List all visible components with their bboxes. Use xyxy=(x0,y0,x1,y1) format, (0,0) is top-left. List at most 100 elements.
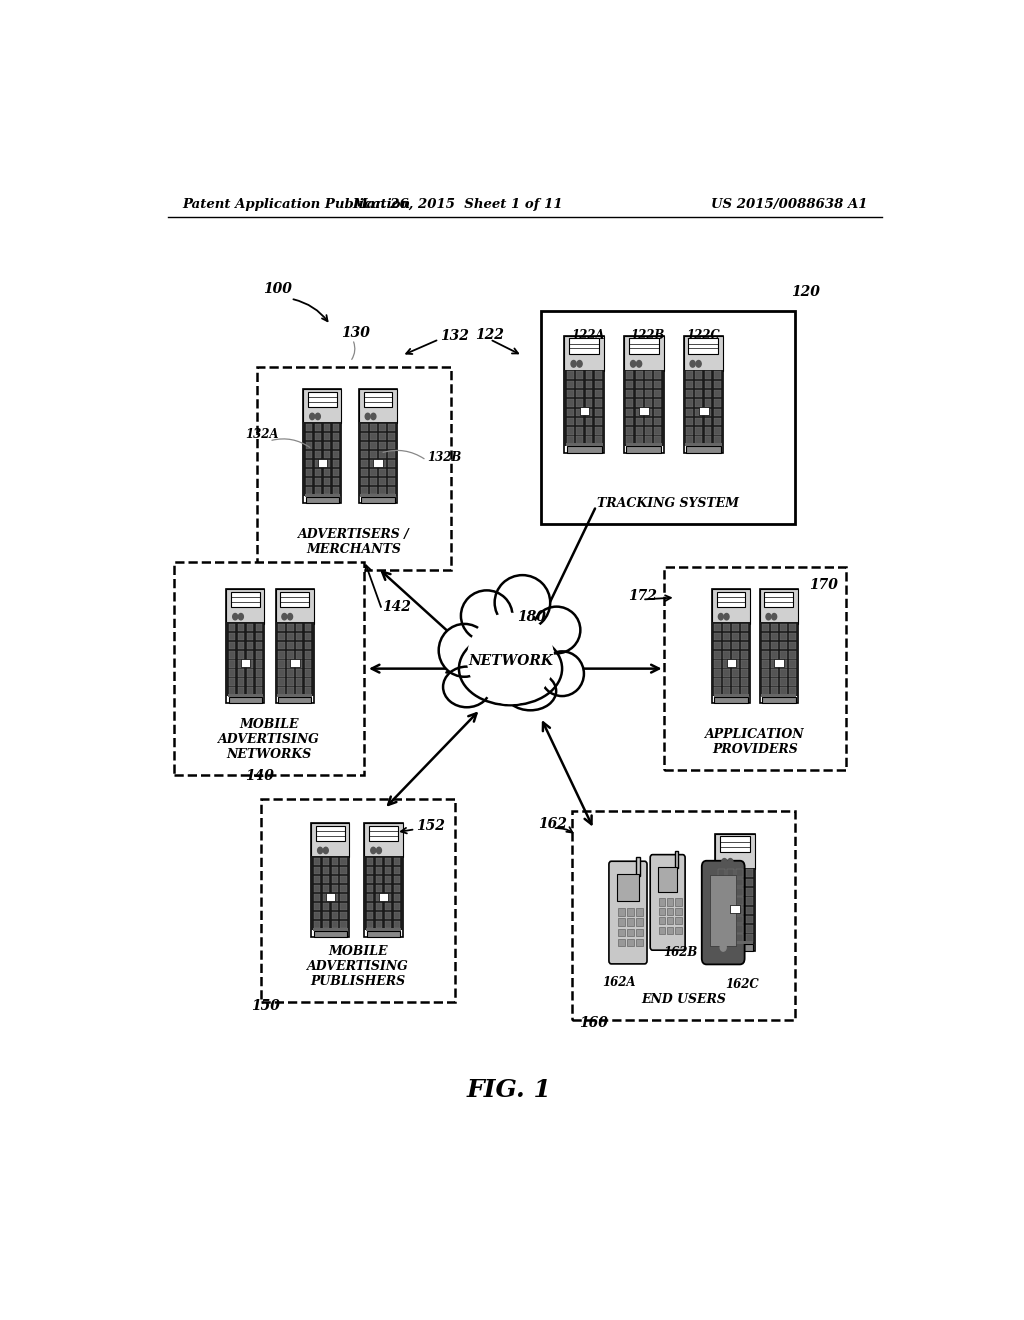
Bar xyxy=(393,858,400,865)
Bar xyxy=(745,916,753,924)
Bar xyxy=(314,459,322,467)
Bar xyxy=(228,694,263,697)
Bar xyxy=(636,408,643,416)
Bar xyxy=(313,931,347,937)
Ellipse shape xyxy=(467,612,554,704)
Bar xyxy=(718,907,725,913)
Bar xyxy=(564,335,604,453)
Bar xyxy=(636,908,643,916)
Bar xyxy=(333,433,339,440)
Bar xyxy=(388,424,394,432)
Bar xyxy=(627,408,633,416)
Bar xyxy=(745,870,753,876)
Bar xyxy=(695,389,702,397)
Circle shape xyxy=(282,614,287,620)
Bar xyxy=(238,660,245,668)
Bar xyxy=(306,469,312,477)
Bar xyxy=(705,399,712,407)
Bar xyxy=(636,428,643,434)
Bar xyxy=(595,437,602,444)
Bar xyxy=(617,919,626,927)
Bar xyxy=(654,408,662,416)
Bar xyxy=(636,418,643,425)
Bar xyxy=(326,892,335,900)
Bar xyxy=(723,651,730,659)
Bar xyxy=(760,589,798,704)
Bar xyxy=(308,392,337,407)
Bar xyxy=(228,642,236,649)
Bar xyxy=(388,433,394,440)
Bar xyxy=(686,380,693,388)
Bar xyxy=(664,568,846,771)
Bar xyxy=(247,660,253,668)
Bar xyxy=(627,919,634,927)
Bar xyxy=(370,487,377,495)
Bar xyxy=(627,389,633,397)
Bar xyxy=(314,469,322,477)
Bar xyxy=(686,446,721,453)
Ellipse shape xyxy=(461,590,512,642)
Bar xyxy=(627,928,634,936)
Bar xyxy=(314,487,322,495)
Bar xyxy=(727,935,734,942)
Bar xyxy=(627,939,634,946)
Bar xyxy=(771,688,777,694)
Bar xyxy=(595,408,602,416)
Bar xyxy=(238,688,245,694)
Bar xyxy=(645,437,652,444)
Bar xyxy=(654,418,662,425)
Bar xyxy=(278,678,285,685)
Bar xyxy=(727,925,734,933)
Bar xyxy=(256,651,262,659)
Bar xyxy=(332,912,338,920)
Bar xyxy=(388,487,394,495)
Bar xyxy=(256,642,262,649)
Bar xyxy=(567,428,573,434)
Bar xyxy=(324,451,331,458)
Bar xyxy=(313,867,321,874)
Text: Patent Application Publication: Patent Application Publication xyxy=(182,198,410,211)
Bar xyxy=(686,371,693,379)
Bar xyxy=(393,921,400,928)
Bar xyxy=(654,437,662,444)
Bar xyxy=(393,912,400,920)
Bar xyxy=(569,338,599,354)
FancyBboxPatch shape xyxy=(650,854,685,950)
Bar xyxy=(306,442,312,449)
Bar xyxy=(745,879,753,886)
Bar xyxy=(567,437,573,444)
Bar xyxy=(228,697,262,704)
Bar xyxy=(586,399,593,407)
Bar xyxy=(636,939,643,946)
Bar xyxy=(723,688,730,694)
Bar xyxy=(257,367,452,570)
Circle shape xyxy=(371,413,376,420)
Bar xyxy=(762,634,769,640)
Bar xyxy=(624,335,664,371)
Bar xyxy=(332,921,338,928)
Bar xyxy=(705,408,712,416)
Bar xyxy=(595,428,602,434)
Bar xyxy=(393,894,400,902)
Bar xyxy=(636,389,643,397)
Bar xyxy=(361,442,368,449)
Bar xyxy=(788,669,796,677)
Text: 122C: 122C xyxy=(686,329,720,342)
Bar xyxy=(323,858,330,865)
Bar xyxy=(686,418,693,425)
Bar xyxy=(667,917,674,924)
Bar xyxy=(340,912,347,920)
Bar xyxy=(705,437,712,444)
Bar xyxy=(340,894,347,902)
Bar xyxy=(247,669,253,677)
Bar xyxy=(379,469,386,477)
Bar xyxy=(745,935,753,942)
Ellipse shape xyxy=(505,672,556,710)
Bar xyxy=(586,389,593,397)
Bar xyxy=(367,912,374,920)
Bar xyxy=(370,459,377,467)
Bar xyxy=(311,857,349,931)
Bar xyxy=(627,371,633,379)
Bar xyxy=(278,694,312,697)
FancyBboxPatch shape xyxy=(701,861,744,965)
